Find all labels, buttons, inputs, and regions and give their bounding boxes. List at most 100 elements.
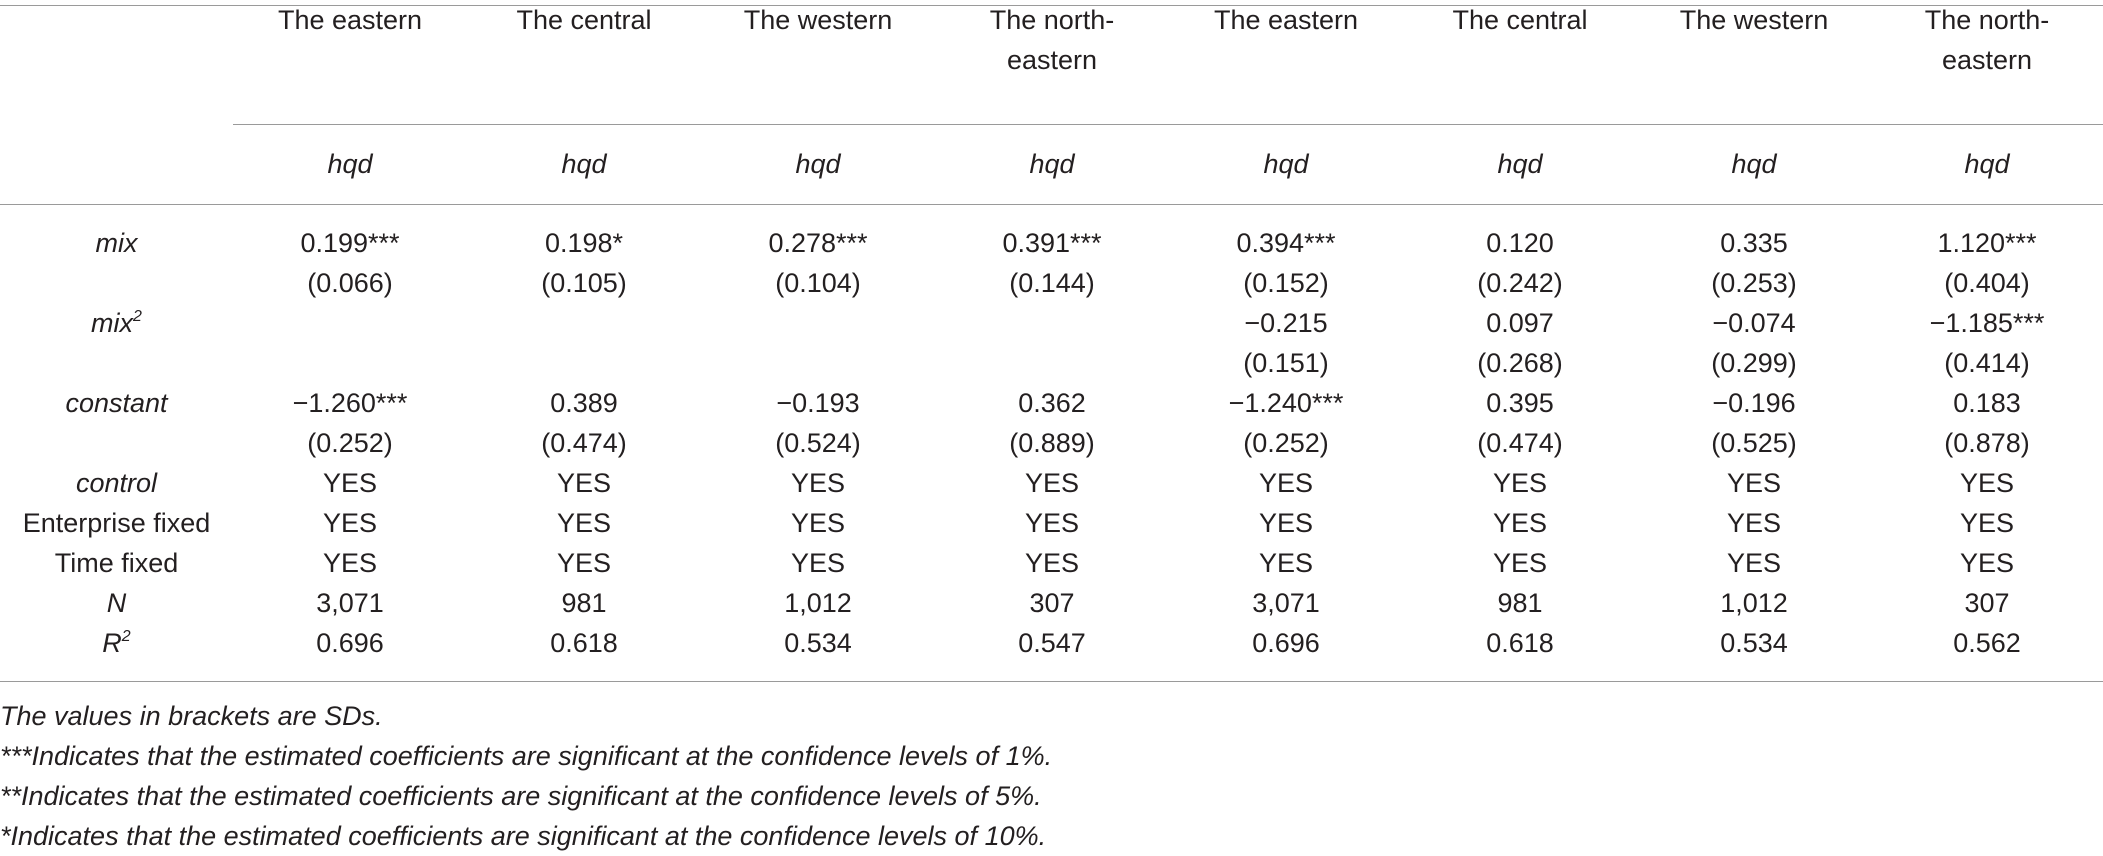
table-cell: YES (1492, 548, 1548, 578)
column-header-row: The eastern The central The western The nor… (0, 0, 2103, 123)
table-cell: YES (1024, 468, 1080, 498)
row-label: N (0, 583, 233, 623)
table-cell: 0.618 (550, 628, 618, 658)
table-row: R2 0.696 0.618 0.534 0.547 0.696 0.618 0.534 0.5… (0, 623, 2103, 663)
table-cell: 0.395 (1486, 388, 1554, 418)
row-label-text: Time fixed (54, 548, 179, 578)
table-cell: (0.525) (1711, 428, 1797, 458)
table-cell: YES (556, 548, 612, 578)
footnote: *Indicates that the estimated coefficien… (0, 821, 1047, 851)
table-cell: YES (556, 468, 612, 498)
table-cell: 1,012 (1720, 588, 1788, 618)
table-cell: (0.066) (307, 268, 393, 298)
table-cell (701, 343, 935, 383)
table-cell: 981 (561, 588, 607, 618)
column-header-7: The western (1637, 0, 1871, 123)
table-cell: 0.547 (1018, 628, 1086, 658)
dependent-variable-cell: hqd (1029, 149, 1075, 179)
column-header-line: The eastern (277, 5, 423, 35)
table-row: Time fixed YES YES YES YES YES YES YES YES (0, 543, 2103, 583)
dependent-variable-cell: hqd (327, 149, 373, 179)
table-cell: 1,012 (784, 588, 852, 618)
table-cell: (0.414) (1944, 348, 2030, 378)
row-label: Time fixed (0, 543, 233, 583)
table-cell: 0.389 (550, 388, 618, 418)
table-cell: YES (322, 548, 378, 578)
row-label: mix (0, 223, 233, 263)
table-row: (0.066) (0.105) (0.104) (0.144) (0.152) (0.24… (0, 263, 2103, 303)
dependent-variable-cell: hqd (1964, 149, 2010, 179)
table-cell: 0.562 (1953, 628, 2021, 658)
table-cell: 0.097 (1486, 308, 1554, 338)
table-cell: YES (790, 548, 846, 578)
table-cell: YES (1258, 508, 1314, 538)
table-cell: 0.618 (1486, 628, 1554, 658)
top-rule (0, 5, 2103, 6)
table-cell (701, 303, 935, 343)
table-cell (935, 303, 1169, 343)
table-cell: (0.252) (307, 428, 393, 458)
table-cell: YES (1258, 468, 1314, 498)
table-cell: YES (1726, 468, 1782, 498)
table-cell: (0.878) (1944, 428, 2030, 458)
row-label: Enterprise fixed (0, 503, 233, 543)
header-bottom-rule (0, 204, 2103, 205)
dependent-variable-cell: hqd (795, 149, 841, 179)
table-row: Enterprise fixed YES YES YES YES YES YES YES YES (0, 503, 2103, 543)
column-header-3: The western (701, 0, 935, 123)
column-header-line: The eastern (1213, 5, 1359, 35)
table-cell: (0.151) (1243, 348, 1329, 378)
column-header-line: The central (516, 5, 652, 35)
table-cell: YES (1492, 508, 1548, 538)
table-cell: 307 (1029, 588, 1075, 618)
column-header-2: The central (467, 0, 701, 123)
row-label-superscript: 2 (121, 628, 131, 645)
table-cell: (0.105) (541, 268, 627, 298)
column-header-line: eastern (1006, 45, 1098, 75)
table-cell: (0.253) (1711, 268, 1797, 298)
row-label-text: mix (95, 228, 138, 258)
row-label (0, 343, 233, 383)
row-label-text: R (102, 628, 122, 658)
table-cell: YES (1959, 508, 2015, 538)
row-label: R2 (0, 623, 233, 663)
column-header-line: The north- (1924, 5, 2050, 35)
table-cell: 0.391*** (1002, 228, 1102, 258)
table-cell: 307 (1964, 588, 2010, 618)
table-cell: YES (1726, 548, 1782, 578)
table-cell: 0.534 (1720, 628, 1788, 658)
table-body: mix 0.199*** 0.198* 0.278*** 0.391*** 0.394**… (0, 205, 2103, 663)
table-cell: YES (322, 468, 378, 498)
body-top-spacer (0, 205, 2103, 223)
table-cell: (0.404) (1944, 268, 2030, 298)
table-cell: 0.278*** (768, 228, 868, 258)
column-header-line: The north- (989, 5, 1115, 35)
stub-header-cell (0, 0, 233, 123)
table-footnotes: The values in brackets are SDs. ***Indica… (0, 696, 2103, 856)
table-cell: 0.335 (1720, 228, 1788, 258)
table-cell: (0.252) (1243, 428, 1329, 458)
regression-table: The eastern The central The western The nor… (0, 0, 2103, 663)
column-header-line: The western (1679, 5, 1829, 35)
table-cell: 0.183 (1953, 388, 2021, 418)
table-cell: YES (1492, 468, 1548, 498)
table-row: mix2 −0.215 0.097 −0.074 −1.185*** (0, 303, 2103, 343)
row-label-text: mix (91, 308, 134, 338)
row-label-text: N (106, 588, 127, 618)
dependent-variable-cell: hqd (1731, 149, 1777, 179)
footnote: **Indicates that the estimated coefficie… (0, 781, 1042, 811)
footnote: ***Indicates that the estimated coeffici… (0, 741, 1053, 771)
row-label: constant (0, 383, 233, 423)
table-row: (0.252) (0.474) (0.524) (0.889) (0.252) (0.47… (0, 423, 2103, 463)
table-cell: 1.120*** (1937, 228, 2037, 258)
table-row: constant −1.260*** 0.389 −0.193 0.362 −1.240*… (0, 383, 2103, 423)
table-cell: YES (1024, 508, 1080, 538)
table-cell: YES (1024, 548, 1080, 578)
table-cell: 0.198* (544, 228, 624, 258)
header-spanner-rule (233, 124, 2103, 125)
table-row: mix 0.199*** 0.198* 0.278*** 0.391*** 0.394**… (0, 223, 2103, 263)
table-cell: 981 (1497, 588, 1543, 618)
dependent-variable-cell: hqd (1263, 149, 1309, 179)
row-label-text: Enterprise fixed (22, 508, 211, 538)
column-header-6: The central (1403, 0, 1637, 123)
